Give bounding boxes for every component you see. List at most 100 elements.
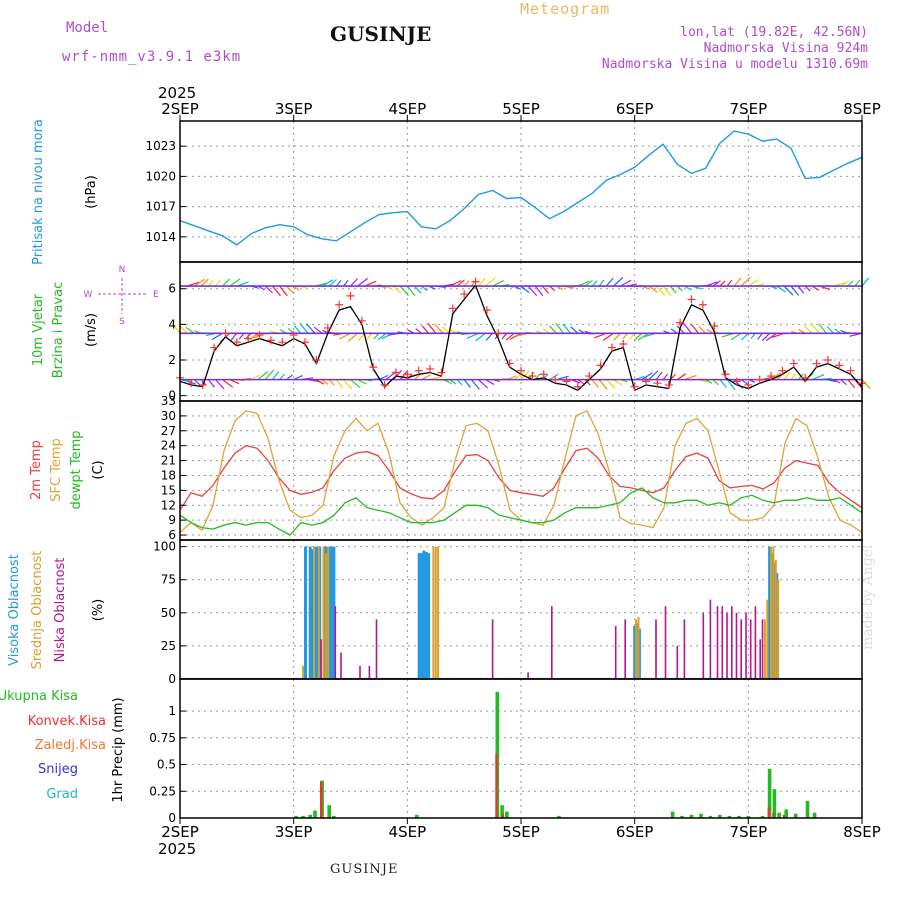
wind-arrow bbox=[549, 325, 557, 334]
model-name: wrf-nmm_v3.9.1 e3km bbox=[62, 49, 242, 65]
cloud-bar bbox=[324, 553, 327, 679]
cloud-bar bbox=[745, 612, 747, 679]
cloud-bar bbox=[368, 665, 371, 679]
precip-legend-label: Konvek.Kisa bbox=[28, 714, 106, 729]
wind-arrow bbox=[470, 379, 480, 390]
cloud-bar bbox=[761, 619, 764, 679]
wind-gust-marker bbox=[517, 366, 525, 375]
wind-gust-marker bbox=[789, 359, 798, 368]
wind-gust-marker bbox=[255, 331, 264, 340]
x-tick-label-top: 4SEP bbox=[389, 100, 427, 118]
cloud-bar bbox=[334, 606, 337, 679]
wind-arrow bbox=[477, 277, 486, 287]
wind-arrow bbox=[222, 379, 234, 388]
wind-arrow bbox=[485, 379, 495, 386]
precip-bar bbox=[782, 814, 785, 818]
wind-gust-marker bbox=[414, 366, 423, 375]
wind-arrow bbox=[570, 326, 579, 334]
cloud-bar bbox=[340, 652, 342, 679]
precip-bar bbox=[727, 815, 732, 818]
wind-arrow bbox=[427, 323, 437, 334]
wind-arrow bbox=[648, 285, 658, 293]
wind-arrow bbox=[629, 332, 636, 340]
wind-arrow bbox=[776, 285, 787, 293]
wind-arrow bbox=[328, 379, 335, 386]
wind-arrow bbox=[279, 373, 285, 381]
wind-arrow bbox=[229, 278, 241, 287]
panel-frame bbox=[179, 120, 863, 263]
wind-gust-marker bbox=[505, 359, 514, 368]
wind-arrow bbox=[598, 279, 605, 287]
wind-arrow bbox=[509, 332, 522, 340]
wind-arrow bbox=[328, 278, 337, 287]
wind-gust-marker bbox=[573, 382, 582, 391]
wind-arrow bbox=[810, 323, 820, 334]
wind-arrow bbox=[783, 371, 791, 380]
cloud-bar bbox=[763, 619, 766, 679]
wind-arrow bbox=[313, 326, 323, 334]
precip-bar bbox=[670, 811, 675, 818]
wind-gust-marker bbox=[732, 377, 741, 386]
wind-arrow bbox=[414, 374, 421, 381]
elevation-label: Nadmorska Visina 924m bbox=[703, 41, 868, 56]
wind-gust-marker bbox=[312, 356, 321, 365]
wind-gust-marker bbox=[653, 379, 662, 388]
wind-arrow bbox=[279, 285, 288, 297]
wind-gust-marker bbox=[596, 361, 605, 370]
wind-arrow bbox=[662, 285, 672, 296]
wind-gust-marker bbox=[585, 372, 594, 381]
precip-legend-label: Snijeg bbox=[38, 762, 78, 777]
x-tick-label-top: 3SEP bbox=[275, 100, 313, 118]
wind-arrow bbox=[620, 279, 632, 287]
wind-arrow bbox=[193, 379, 201, 386]
wind-arrow bbox=[271, 371, 280, 380]
precip-legend-label: Zaledj.Kisa bbox=[35, 738, 106, 753]
precip-bar bbox=[737, 815, 741, 818]
wind-gust-marker bbox=[460, 290, 469, 299]
wind-arrow bbox=[505, 332, 515, 341]
wind-gust-marker bbox=[289, 331, 298, 340]
wind-arrow bbox=[662, 373, 669, 380]
wind-gust-marker bbox=[426, 364, 435, 373]
wind-arrow bbox=[612, 277, 624, 287]
wind-gust-marker bbox=[187, 379, 196, 388]
wind-arrow bbox=[399, 371, 407, 380]
wind-arrow bbox=[712, 379, 719, 386]
wind-arrow bbox=[485, 332, 494, 341]
precip-bar bbox=[313, 810, 317, 818]
wind-arrow bbox=[335, 379, 343, 388]
cloud-bar bbox=[417, 553, 421, 679]
wind-axis-label: 10m Vjetar bbox=[31, 293, 46, 366]
temp-line bbox=[179, 445, 863, 511]
precip-bar bbox=[699, 813, 703, 818]
wind-gust-marker bbox=[801, 373, 810, 382]
precip-bar bbox=[812, 812, 817, 818]
wind-gust-marker bbox=[210, 343, 219, 352]
wind-gust-marker bbox=[539, 370, 548, 379]
wind-arrow bbox=[357, 277, 369, 287]
temp-axis-label: 2m Temp bbox=[29, 440, 44, 500]
wind-arrow bbox=[637, 332, 650, 341]
wind-arrow bbox=[449, 279, 462, 287]
wind-arrow bbox=[669, 285, 677, 294]
wind-gust-marker bbox=[403, 370, 412, 379]
compass-e-label: E bbox=[153, 290, 159, 300]
wind-arrow bbox=[591, 379, 599, 388]
y-tick-label: 0 bbox=[168, 672, 176, 686]
wind-gust-marker bbox=[266, 336, 275, 345]
cloud-bar bbox=[432, 546, 435, 679]
wind-arrow bbox=[264, 285, 274, 294]
wind-gust-marker bbox=[494, 329, 503, 338]
wind-arrow bbox=[797, 285, 805, 294]
wind-gust-marker bbox=[562, 377, 571, 386]
wind-gust-marker bbox=[698, 300, 707, 309]
wind-gust-marker bbox=[335, 300, 344, 309]
precip-bar bbox=[784, 809, 788, 818]
wind-arrow bbox=[783, 285, 794, 296]
cloud-bar bbox=[740, 619, 742, 679]
wind-arrow bbox=[861, 379, 871, 390]
wind-gust-marker bbox=[437, 368, 446, 377]
wind-gust-marker bbox=[482, 306, 491, 315]
temp-unit-label: (C) bbox=[91, 460, 106, 479]
wind-arrow bbox=[215, 279, 221, 287]
